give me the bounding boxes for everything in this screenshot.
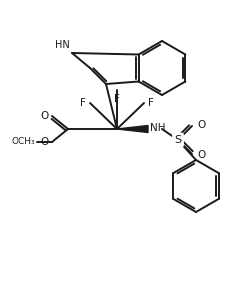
- Text: O: O: [197, 150, 205, 160]
- Text: HN: HN: [55, 40, 70, 50]
- Text: F: F: [148, 98, 154, 108]
- Text: F: F: [114, 94, 120, 104]
- Text: OCH₃: OCH₃: [11, 138, 35, 146]
- Text: F: F: [80, 98, 86, 108]
- Text: NH: NH: [150, 123, 166, 133]
- Text: O: O: [41, 137, 49, 147]
- Text: O: O: [197, 120, 205, 130]
- Polygon shape: [117, 126, 148, 132]
- Text: S: S: [174, 135, 181, 145]
- Text: O: O: [41, 111, 49, 121]
